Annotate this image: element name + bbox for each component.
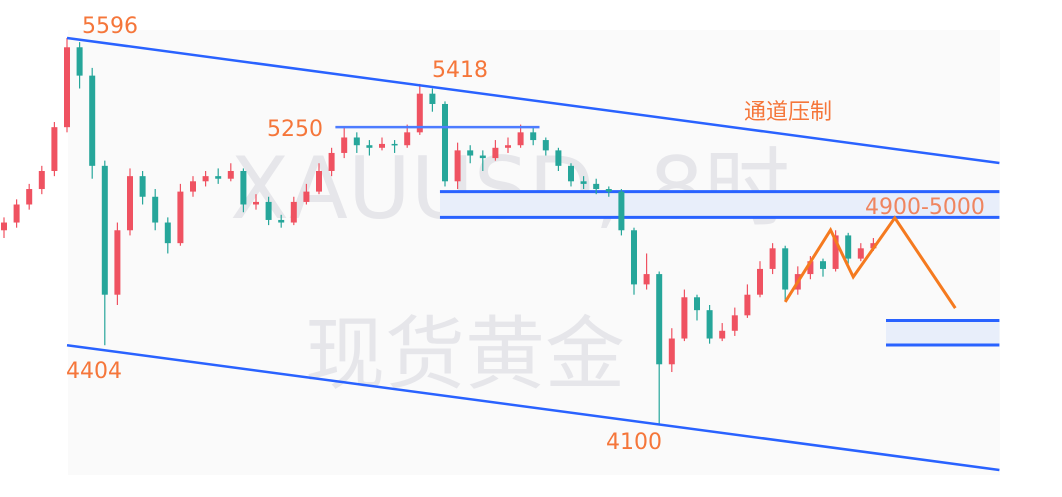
candle-body [38,170,45,190]
candle-body [769,248,776,269]
candle-body [656,274,663,365]
label-second-low: 4100 [606,430,662,455]
candle-body [316,170,322,192]
candle-body [177,191,184,244]
candle-body [416,93,423,133]
candle-body [353,137,360,146]
candle-body [89,75,96,166]
candle-body [64,47,70,128]
watermark-symbol: XAUUSD, 8时 [230,139,790,239]
candle-body [341,137,348,153]
candle-body [555,150,562,166]
candle-body [782,248,789,290]
candle-body [442,103,448,182]
label-second-high: 5418 [432,58,488,83]
candle-body [807,261,814,275]
candle-body [391,143,398,146]
candle-body [744,294,751,316]
candle-body [454,150,461,182]
candle-body [631,230,637,285]
candle-body [479,155,486,159]
candle-body [1,222,7,231]
candle-body [568,165,574,182]
candle-body [51,127,58,171]
candle-body [139,176,146,197]
watermark-name: 现货黄金 [305,308,625,401]
candle-body [668,338,675,365]
candle-body [429,93,436,104]
candle-body [227,170,234,179]
candle-body [757,268,763,295]
candle-body [404,132,411,146]
candle-body [278,219,285,223]
candle-body [492,147,499,159]
candle-body [303,191,310,202]
candle-body [618,191,625,231]
candle-body [593,183,600,190]
candle-body [467,150,474,156]
candle-body [152,196,159,223]
upper-channel-line [66,36,1000,165]
candle-body [202,176,209,182]
candle-body [366,145,373,148]
label-channel-note: 通道压制 [744,100,832,125]
candle-body [517,132,524,146]
candle-body [253,201,259,205]
candle-body [719,330,726,339]
zone-4900-5000 [439,191,1000,218]
candle-body [857,248,864,259]
candle-body [328,152,335,171]
candle-body [580,181,587,184]
candle-body [215,176,222,179]
candle-body [114,230,121,295]
candle-body [605,189,612,192]
candle-body [190,181,196,192]
candle-body [832,235,839,269]
zone-lower [886,320,1000,345]
label-low: 4404 [66,359,122,384]
candle-body [379,143,385,148]
candle-body [530,132,537,141]
label-high: 5596 [82,14,138,39]
candle-body [643,274,650,285]
label-zone: 4900-5000 [865,195,985,220]
candle-body [76,47,83,76]
candle-body [265,201,272,220]
candle-body [694,297,700,311]
candle-body [127,176,133,231]
candle-body [820,261,826,269]
candle-body [26,189,33,205]
plot-background [68,30,1000,475]
lower-channel-line [66,343,1000,472]
candle-body [164,222,171,244]
label-resistance: 5250 [267,117,323,142]
candle-body [290,201,297,223]
forecast-path [783,215,957,309]
candle-body [13,204,20,223]
candle-body [681,297,688,339]
candle-body [101,165,108,295]
candle-body [505,145,511,148]
candle-body [240,170,247,205]
candle-body [845,235,852,259]
candle-body [542,140,549,151]
candle-body [731,315,738,331]
candle-body [706,310,713,339]
